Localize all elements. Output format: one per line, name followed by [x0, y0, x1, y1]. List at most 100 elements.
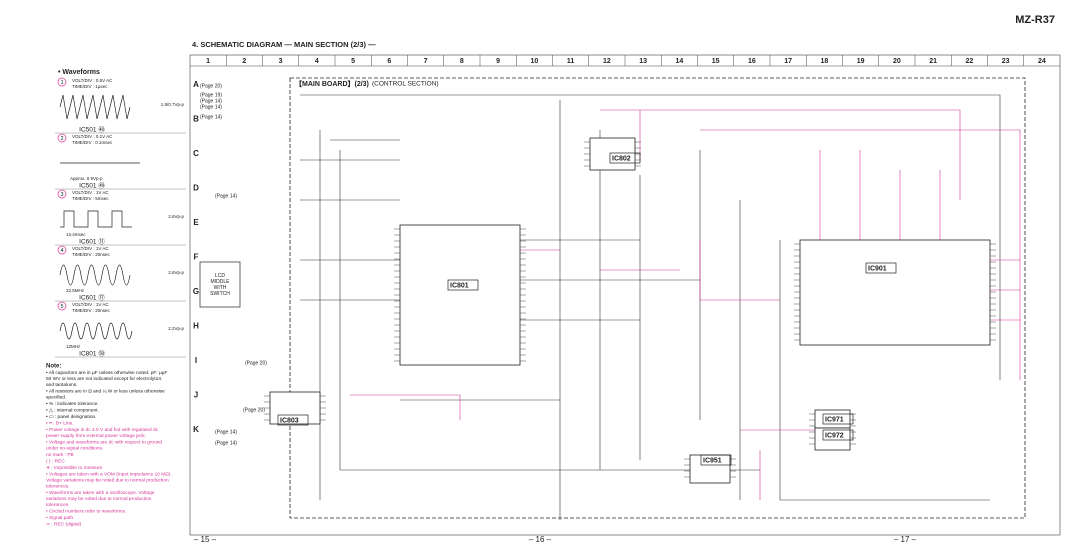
ic-body: [399, 224, 521, 366]
ic-label: IC802: [612, 155, 631, 162]
time-div: TIME/DIV : 20nsec: [72, 252, 111, 257]
column-number: 14: [675, 58, 683, 65]
column-number: 2: [242, 58, 246, 65]
column-number: 17: [784, 58, 792, 65]
row-letter: D: [193, 184, 199, 193]
lcd-box: [199, 261, 241, 308]
waveform-badge: [57, 77, 67, 87]
note: • △ : internal component.: [46, 408, 99, 414]
waveform-trace: [59, 264, 131, 286]
ic-label-box: [447, 279, 479, 291]
model: MZ-R37: [1015, 14, 1055, 26]
waveform-number: 4: [60, 248, 63, 254]
note: no mark : PB: [46, 452, 74, 458]
column-number: 5: [351, 58, 355, 65]
column-number: 16: [748, 58, 756, 65]
column-number: 12: [603, 58, 611, 65]
page-ref: (Page 14): [200, 114, 222, 120]
column-number: 13: [639, 58, 647, 65]
waveform-level: 2.2Vp-p: [168, 326, 184, 331]
ic-label: IC901: [868, 265, 887, 272]
waveform-badge: [57, 245, 67, 255]
column-number: 21: [929, 58, 937, 65]
page-title: 4. SCHEMATIC DIAGRAM — MAIN SECTION (2/3…: [192, 40, 376, 49]
volt-div: VOLT/DIV : 1V AC: [72, 246, 109, 251]
waveform-number: 2: [60, 136, 63, 142]
note: • Voltages are taken with a VOM (Input i…: [46, 472, 172, 490]
ic-body: [814, 427, 851, 451]
waveform-level: 2.6Vp-p: [168, 270, 184, 275]
column-number: 4: [315, 58, 319, 65]
waveform-ic: IC501 ㊾: [79, 182, 105, 190]
ic-label-box: [609, 152, 641, 164]
column-number: 20: [893, 58, 901, 65]
waveforms-title: • Waveforms: [58, 69, 100, 76]
board-subtitle: (CONTROL SECTION): [372, 81, 439, 88]
column-number: 10: [530, 58, 538, 65]
volt-div: VOLT/DIV : 0.5V AC: [72, 78, 113, 83]
page-ref: (Page 14): [215, 429, 237, 435]
row-letter: I: [195, 356, 197, 365]
page-ref: (Page 14): [215, 440, 237, 446]
ic-label: IC951: [703, 457, 722, 464]
row-letter: C: [193, 149, 199, 158]
waveform-period: 13.4msec: [66, 232, 86, 237]
waveform-period: 22.5MHz: [66, 288, 85, 293]
page-ref: (Page 14): [215, 193, 237, 199]
page-ref: (Page 14): [200, 104, 222, 110]
note: • Waveforms are taken with a oscilloscop…: [46, 490, 155, 508]
note: • Signal path.: [46, 515, 74, 521]
waveform-badge: [57, 133, 67, 143]
wiring: [300, 94, 1021, 520]
time-div: TIME/DIV : 20nsec: [72, 308, 111, 313]
note: ⇨ : REC (digital): [46, 522, 82, 528]
board-outline: [289, 77, 1026, 519]
waveform-badge: [57, 301, 67, 311]
column-number: 22: [965, 58, 973, 65]
waveform-level: 1.9/0.7Vp-p: [161, 102, 185, 107]
row-letter: F: [194, 253, 199, 262]
page-ref: (Page 20): [243, 407, 265, 413]
row-letter: E: [193, 218, 199, 227]
column-number: 24: [1038, 58, 1046, 65]
page-number: – 17 –: [894, 535, 917, 544]
ic-body: [799, 239, 991, 346]
column-number: 6: [387, 58, 391, 65]
note: • All resistors are in Ω and ¼ W or less…: [46, 389, 165, 401]
column-number: 1: [206, 58, 210, 65]
ic-label: IC972: [825, 432, 844, 439]
row-letter: H: [193, 322, 199, 331]
waveform-number: 1: [60, 80, 63, 86]
ic-body: [689, 454, 731, 484]
page-number: – 16 –: [529, 535, 552, 544]
ic-label-box: [700, 454, 732, 466]
waveform-level: Approx. 0.9Vp-p: [70, 176, 103, 181]
row-letter: A: [193, 80, 199, 89]
page-ref: (Page 20): [245, 360, 267, 366]
note: • Voltage and waveforms are dc with resp…: [46, 440, 162, 452]
waveform-badge: [57, 189, 67, 199]
ic-label: IC803: [280, 417, 299, 424]
page-number: – 15 –: [194, 535, 217, 544]
ic-body: [589, 137, 636, 171]
row-letter: G: [193, 287, 199, 296]
volt-div: VOLT/DIV : 1V AC: [72, 302, 109, 307]
time-div: TIME/DIV : 0.1msec: [72, 140, 113, 145]
column-number: 7: [424, 58, 428, 65]
column-number: 3: [279, 58, 283, 65]
column-number: 23: [1002, 58, 1010, 65]
waveform-ic: IC801 ㊿: [79, 350, 105, 358]
column-number: 19: [857, 58, 865, 65]
waveform-number: 3: [60, 192, 63, 198]
note: • Circled numbers refer to waveforms.: [46, 509, 126, 515]
ic-label: IC801: [450, 282, 469, 289]
ic-label-box: [822, 429, 854, 441]
waveform-ic: IC601 ⑰: [79, 294, 105, 302]
notes-title: Note:: [46, 364, 61, 370]
waveform-ic: IC501 ㊽: [79, 126, 105, 134]
column-number: 18: [820, 58, 828, 65]
waveform-number: 5: [60, 304, 63, 310]
volt-div: VOLT/DIV : 1V AC: [72, 190, 109, 195]
note: • All capacitors are in µF unless otherw…: [46, 370, 167, 388]
column-number: 8: [460, 58, 464, 65]
